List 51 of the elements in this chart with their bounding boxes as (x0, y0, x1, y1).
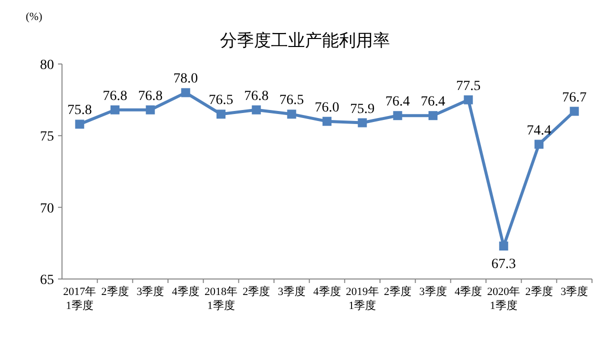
point (146, 105, 155, 114)
y-tick-label: 80 (40, 58, 54, 73)
point (110, 105, 120, 114)
point (358, 118, 367, 128)
data-label: 75.9 (350, 102, 375, 117)
x-tick-label: 4季度 (313, 285, 341, 298)
data-label: 77.5 (456, 78, 481, 94)
data-label: 76.4 (385, 94, 410, 110)
data-label: 75.8 (67, 103, 92, 118)
point (393, 111, 402, 120)
data-label: 76.8 (102, 88, 128, 104)
x-tick-label: 2020年 1季度 (487, 286, 520, 312)
x-tick-label: 3季度 (136, 285, 164, 298)
x-tick-label: 2017年 1季度 (63, 286, 96, 312)
point (252, 105, 261, 114)
point (464, 95, 473, 104)
x-tick-label: 3季度 (419, 285, 447, 298)
data-label: 76.8 (138, 88, 163, 104)
x-tick-label: 2季度 (242, 285, 270, 298)
data-label: 76.8 (244, 88, 269, 104)
x-tick-label: 3季度 (560, 285, 588, 298)
data-label: 67.3 (491, 257, 516, 272)
data-label: 76.0 (314, 100, 340, 116)
x-tick-label: 2季度 (101, 285, 129, 298)
point (499, 242, 508, 251)
data-label: 78.0 (173, 72, 198, 87)
point (570, 106, 579, 116)
x-tick-label: 2季度 (384, 285, 412, 298)
point (287, 110, 296, 119)
data-label: 76.7 (562, 90, 587, 106)
x-tick-label: 3季度 (278, 285, 306, 298)
point (428, 111, 438, 120)
point (322, 116, 332, 126)
y-tick-label: 65 (40, 273, 54, 288)
data-label: 74.4 (526, 123, 552, 138)
y-axis-title: (%) (26, 11, 43, 23)
y-tick-label: 75 (40, 130, 54, 145)
chart-title: 分季度工业产能利用率 (220, 31, 390, 50)
point (75, 120, 84, 129)
point (181, 88, 190, 98)
x-tick-label: 4季度 (454, 285, 482, 298)
data-label: 76.5 (208, 93, 234, 108)
y-tick-label: 70 (40, 201, 54, 216)
x-tick-label: 2018年 1季度 (204, 286, 238, 312)
data-label: 76.5 (279, 93, 304, 108)
x-tick-label: 2季度 (525, 285, 553, 298)
point (534, 140, 544, 149)
data-label: 76.4 (420, 94, 446, 110)
point (216, 110, 226, 119)
x-tick-label: 2019年 1季度 (346, 286, 379, 312)
x-tick-label: 4季度 (172, 285, 200, 298)
